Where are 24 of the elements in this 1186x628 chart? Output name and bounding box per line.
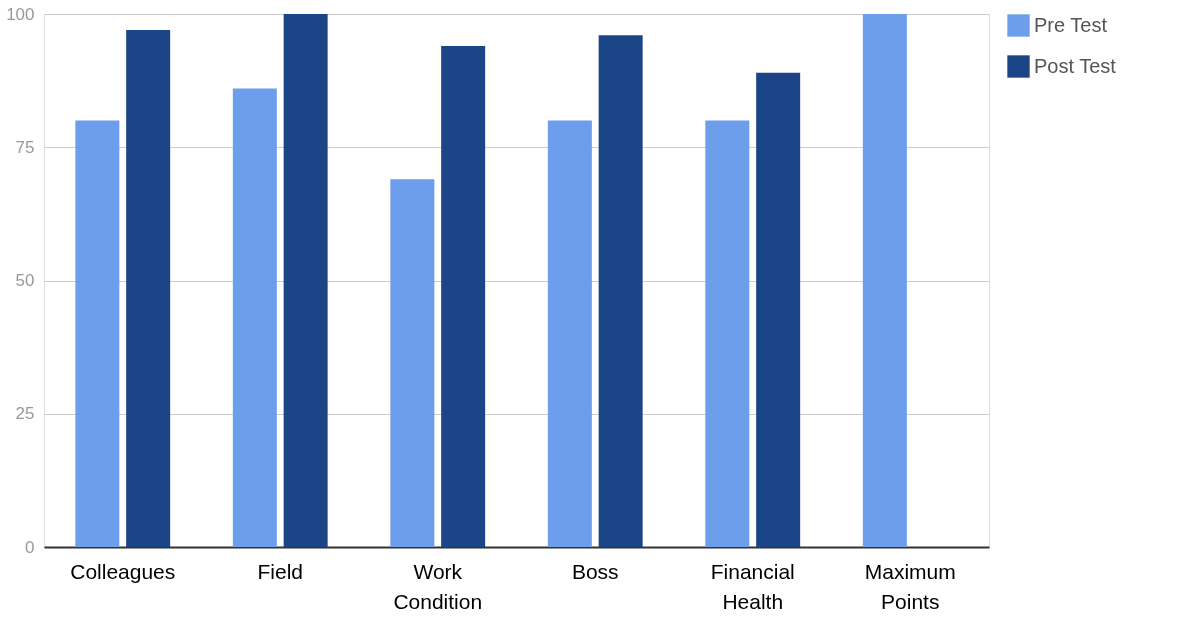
x-tick-label: Field (257, 559, 304, 583)
x-tick-label: Maximum Points (864, 559, 956, 613)
x-tick-label: Boss (571, 559, 619, 583)
bar (598, 35, 643, 547)
bar (705, 120, 750, 547)
bar (756, 72, 801, 547)
y-tick-label: 0 (25, 537, 35, 557)
bar (547, 120, 592, 547)
bar (232, 88, 277, 547)
y-tick-label: 100 (6, 4, 35, 24)
x-tick-label: Colleagues (70, 559, 176, 583)
bar (283, 14, 328, 547)
x-tick-label: Work Condition (393, 559, 483, 613)
y-tick-label: 75 (15, 137, 35, 157)
legend-label: Post Test (1034, 54, 1117, 77)
bar (126, 29, 171, 547)
bar (390, 179, 435, 547)
x-tick-label: Financial Health (710, 559, 795, 613)
bar (862, 14, 907, 547)
bar (441, 45, 486, 547)
y-tick-label: 25 (15, 404, 35, 424)
legend-label: Pre Test (1034, 13, 1108, 36)
bar (75, 120, 120, 547)
y-tick-label: 50 (15, 271, 35, 290)
